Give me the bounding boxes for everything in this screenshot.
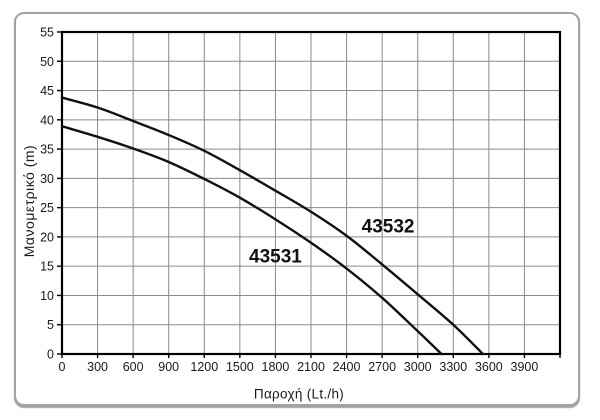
curve-label-43532: 43532 bbox=[362, 216, 415, 237]
x-tick-label: 600 bbox=[123, 360, 144, 374]
x-tick-labels: 0 300 600 900 1200 1500 1800 2100 2400 2700 3000 33… bbox=[59, 360, 539, 374]
y-tick-label: 15 bbox=[40, 260, 54, 274]
plot-border bbox=[60, 30, 562, 356]
x-tick-label: 1800 bbox=[262, 360, 290, 374]
y-tick-label: 20 bbox=[40, 230, 54, 244]
x-tick-label: 2700 bbox=[368, 360, 396, 374]
y-tick-label: 35 bbox=[40, 143, 54, 157]
y-tick-label: 0 bbox=[47, 348, 54, 362]
x-tick-label: 3900 bbox=[511, 360, 539, 374]
x-tick-label: 3000 bbox=[404, 360, 432, 374]
curve-43531 bbox=[60, 125, 443, 356]
gridlines bbox=[61, 31, 561, 355]
x-tick-label: 300 bbox=[87, 360, 108, 374]
y-tick-label: 55 bbox=[40, 26, 54, 40]
y-tick-label: 25 bbox=[40, 201, 54, 215]
y-tick-label: 45 bbox=[40, 84, 54, 98]
y-tick-label: 40 bbox=[40, 113, 54, 127]
x-tick-label: 0 bbox=[59, 360, 66, 374]
y-tick-label: 30 bbox=[40, 172, 54, 186]
x-tick-label: 1200 bbox=[190, 360, 218, 374]
curve-label-43531: 43531 bbox=[249, 247, 302, 268]
x-tick-label: 2100 bbox=[297, 360, 325, 374]
x-axis-title: Παροχή (Lt./h) bbox=[253, 386, 345, 402]
y-tick-label: 50 bbox=[40, 55, 54, 69]
x-tick-label: 1500 bbox=[226, 360, 254, 374]
axis-ticks bbox=[57, 31, 561, 358]
y-tick-label: 10 bbox=[40, 289, 54, 303]
chart-card bbox=[14, 12, 580, 406]
y-tick-labels: 0 5 10 15 20 25 30 35 40 45 50 55 bbox=[40, 26, 54, 362]
curve-43532 bbox=[60, 96, 485, 356]
x-tick-label: 2400 bbox=[333, 360, 361, 374]
x-tick-label: 3600 bbox=[475, 360, 503, 374]
y-axis-title: Μανομετρικό (m) bbox=[21, 144, 37, 258]
y-tick-label: 5 bbox=[47, 318, 54, 332]
x-tick-label: 3300 bbox=[439, 360, 467, 374]
x-tick-label: 900 bbox=[158, 360, 179, 374]
